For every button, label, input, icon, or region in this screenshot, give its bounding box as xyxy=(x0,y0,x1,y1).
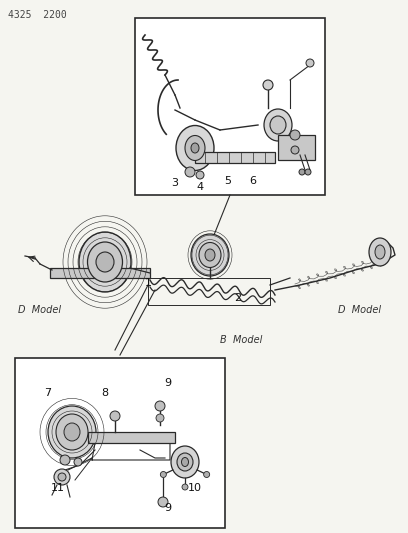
Ellipse shape xyxy=(87,242,122,282)
Circle shape xyxy=(185,167,195,177)
Text: 8: 8 xyxy=(102,388,109,398)
Ellipse shape xyxy=(64,423,80,441)
Ellipse shape xyxy=(191,234,229,276)
Ellipse shape xyxy=(176,125,214,171)
Ellipse shape xyxy=(171,446,199,478)
Ellipse shape xyxy=(264,109,292,141)
Circle shape xyxy=(156,414,164,422)
Circle shape xyxy=(204,472,210,478)
Circle shape xyxy=(182,484,188,490)
Text: 5: 5 xyxy=(224,176,231,186)
Ellipse shape xyxy=(96,252,114,272)
Ellipse shape xyxy=(270,116,286,134)
Text: 6: 6 xyxy=(250,176,257,186)
Text: 2: 2 xyxy=(235,293,242,303)
Ellipse shape xyxy=(369,238,391,266)
Text: 1: 1 xyxy=(144,278,151,288)
Text: 9: 9 xyxy=(164,503,171,513)
Circle shape xyxy=(58,473,66,481)
Circle shape xyxy=(158,497,168,507)
Circle shape xyxy=(110,411,120,421)
Text: D  Model: D Model xyxy=(338,305,381,315)
Bar xyxy=(15,358,225,528)
Circle shape xyxy=(263,80,273,90)
Circle shape xyxy=(305,169,311,175)
Ellipse shape xyxy=(182,457,188,466)
Bar xyxy=(195,152,275,163)
Ellipse shape xyxy=(205,249,215,261)
Text: 9: 9 xyxy=(164,378,171,388)
Ellipse shape xyxy=(177,453,193,471)
Circle shape xyxy=(160,472,166,478)
Text: B  Model: B Model xyxy=(220,335,262,345)
Circle shape xyxy=(54,469,70,485)
Circle shape xyxy=(196,171,204,179)
Bar xyxy=(50,268,150,278)
Circle shape xyxy=(60,455,70,465)
Ellipse shape xyxy=(48,406,96,458)
Circle shape xyxy=(291,146,299,154)
Text: 7: 7 xyxy=(44,388,51,398)
Text: 11: 11 xyxy=(51,483,65,493)
Ellipse shape xyxy=(185,135,205,160)
Bar xyxy=(135,18,325,195)
Bar xyxy=(88,432,175,443)
Ellipse shape xyxy=(79,232,131,292)
Circle shape xyxy=(155,401,165,411)
Bar xyxy=(278,135,315,160)
Circle shape xyxy=(290,130,300,140)
Circle shape xyxy=(299,169,305,175)
Circle shape xyxy=(74,458,82,466)
Ellipse shape xyxy=(375,245,385,259)
Circle shape xyxy=(306,59,314,67)
Text: 4: 4 xyxy=(196,182,204,192)
Text: 10: 10 xyxy=(188,483,202,493)
Bar xyxy=(148,278,270,305)
Text: D  Model: D Model xyxy=(18,305,61,315)
Text: 3: 3 xyxy=(171,178,179,188)
Ellipse shape xyxy=(191,143,199,153)
Text: 4325  2200: 4325 2200 xyxy=(8,10,67,20)
Ellipse shape xyxy=(56,414,88,450)
Ellipse shape xyxy=(199,243,221,268)
